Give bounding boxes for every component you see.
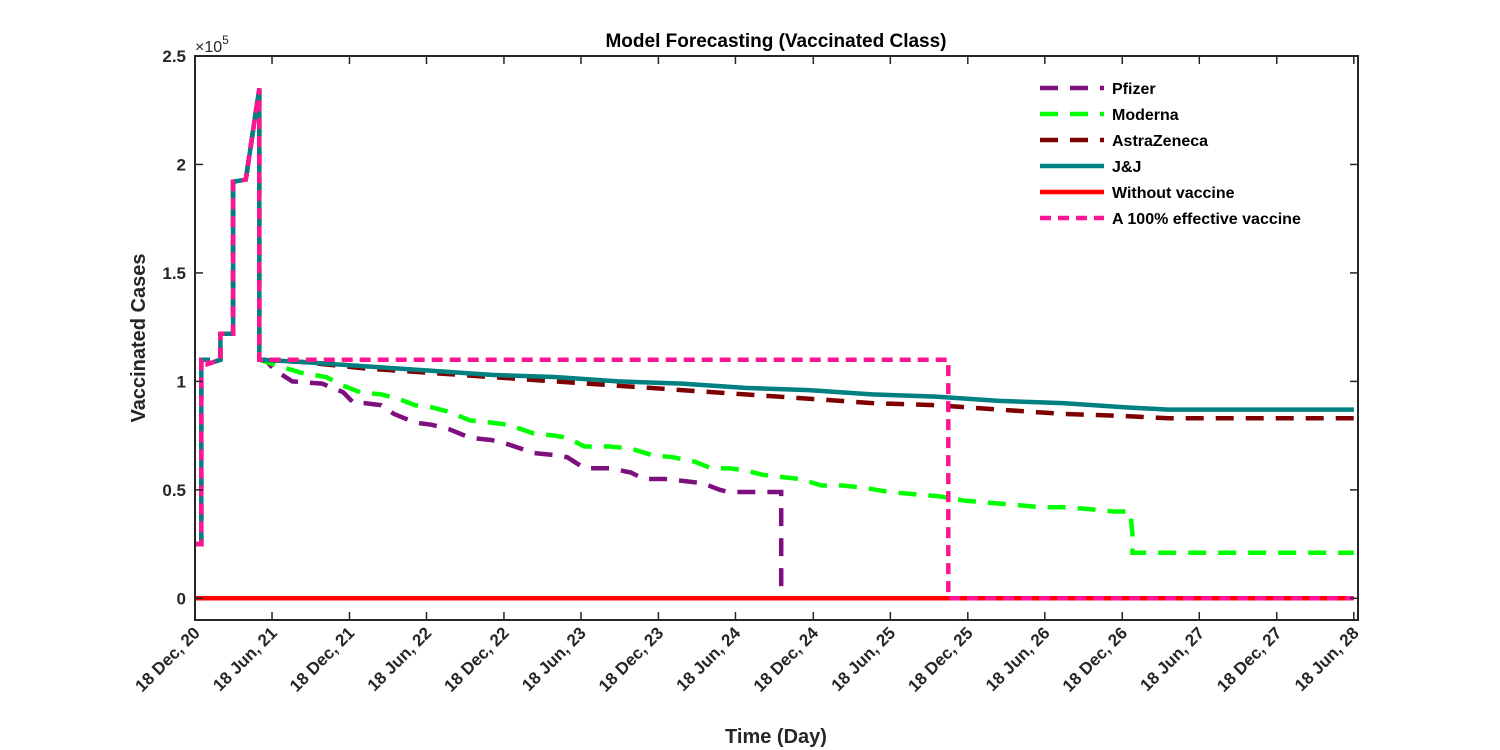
y-exponent-label: ×105 bbox=[195, 33, 229, 56]
x-tick-label: 18 Jun, 27 bbox=[1137, 623, 1209, 695]
x-tick-label: 18 Dec, 20 bbox=[132, 623, 204, 695]
x-tick-label: 18 Dec, 26 bbox=[1059, 623, 1131, 695]
x-tick-label: 18 Dec, 27 bbox=[1213, 623, 1285, 695]
x-tick-label: 18 Jun, 21 bbox=[209, 623, 281, 695]
x-tick-label: 18 Jun, 22 bbox=[364, 623, 436, 695]
x-tick-label: 18 Jun, 28 bbox=[1291, 623, 1363, 695]
series-line-moderna bbox=[195, 88, 1354, 556]
y-tick-label: 1 bbox=[177, 372, 186, 391]
plot-area bbox=[194, 55, 1359, 621]
series-line-j-j bbox=[195, 88, 1354, 547]
legend-label-moderna: Moderna bbox=[1112, 107, 1179, 124]
x-tick-label: 18 Dec, 22 bbox=[441, 623, 513, 695]
x-axis-title: Time (Day) bbox=[725, 726, 827, 748]
legend-label-j-j: J&J bbox=[1112, 159, 1141, 176]
legend: Pfizer Moderna AstraZeneca J&J Without vacci… bbox=[1040, 81, 1301, 228]
x-tick-label: 18 Jun, 25 bbox=[828, 623, 900, 695]
legend-label-without-vaccine: Without vaccine bbox=[1112, 185, 1235, 202]
legend-label-astrazeneca: AstraZeneca bbox=[1112, 133, 1208, 150]
x-tick-label: 18 Dec, 21 bbox=[286, 623, 358, 695]
x-tick-label: 18 Jun, 23 bbox=[518, 623, 590, 695]
x-tick-label: 18 Jun, 26 bbox=[982, 623, 1054, 695]
x-tick-label: 18 Dec, 25 bbox=[904, 623, 976, 695]
x-tick-label: 18 Dec, 23 bbox=[595, 623, 667, 695]
series-line-pfizer bbox=[195, 88, 784, 594]
y-tick-label: 2.5 bbox=[162, 47, 186, 66]
series-line-a-100-effective-vaccine bbox=[195, 88, 1354, 601]
y-tick-label: 2 bbox=[177, 155, 186, 174]
y-axis: 0 0.5 1 1.5 2 2.5 bbox=[162, 47, 1358, 608]
y-tick-label: 1.5 bbox=[162, 264, 186, 283]
series-layer bbox=[195, 88, 1354, 601]
chart-title: Model Forecasting (Vaccinated Class) bbox=[605, 31, 946, 52]
y-tick-label: 0 bbox=[177, 589, 186, 608]
y-tick-label: 0.5 bbox=[162, 481, 186, 500]
series-line-astrazeneca bbox=[195, 88, 1354, 547]
x-tick-label: 18 Jun, 24 bbox=[673, 623, 745, 695]
legend-label-pfizer: Pfizer bbox=[1112, 81, 1156, 98]
y-axis-title: Vaccinated Cases bbox=[128, 254, 150, 423]
legend-label-a-100-effective-vaccine: A 100% effective vaccine bbox=[1112, 211, 1301, 228]
x-tick-label: 18 Dec, 24 bbox=[750, 623, 823, 696]
